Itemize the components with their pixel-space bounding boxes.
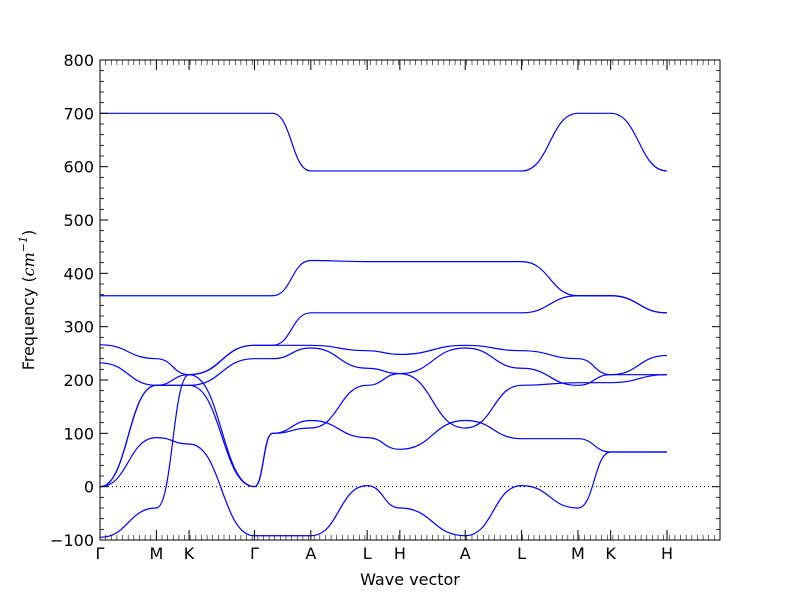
band-line-1 [100,112,668,172]
x-tick-label: K [605,544,616,563]
y-axis-title-suffix: ) [19,230,38,236]
y-tick-label: 500 [63,211,94,230]
x-tick-label: L [517,544,526,563]
x-tick-label: A [460,544,471,563]
y-tick-label: 400 [63,264,94,283]
x-tick-label: A [305,544,316,563]
y-axis-title-prefix: Frequency ( [19,276,38,370]
x-tick-label: M [149,544,163,563]
y-tick-label: 0 [84,478,94,497]
x-tick-label: Γ [96,544,105,563]
x-tick-label: H [661,544,673,563]
band-line-6 [99,372,668,488]
band-line-7 [99,384,668,488]
y-axis-title-unit: cm [19,252,38,276]
plot-frame [99,59,721,541]
x-tick-label: Γ [250,544,259,563]
x-tick-label: L [363,544,372,563]
band-line-3 [99,344,668,538]
y-axis-title-unit-exponent: −1 [17,236,30,252]
x-tick-label: H [394,544,406,563]
y-tick-label: 300 [63,318,94,337]
y-tick-label: 100 [63,424,94,443]
x-axis-title: Wave vector [360,570,460,589]
band-line-2 [99,259,668,314]
y-tick-label: 700 [63,104,94,123]
band-line-5 [99,295,668,376]
y-axis-title: Frequency (cm−1) [17,230,38,371]
y-tick-label: 800 [63,51,94,70]
y-tick-label: 600 [63,158,94,177]
y-tick-label: −100 [50,531,94,550]
x-tick-label: M [571,544,585,563]
x-tick-label: K [184,544,195,563]
y-tick-label: 200 [63,371,94,390]
band-line-8 [99,436,668,537]
